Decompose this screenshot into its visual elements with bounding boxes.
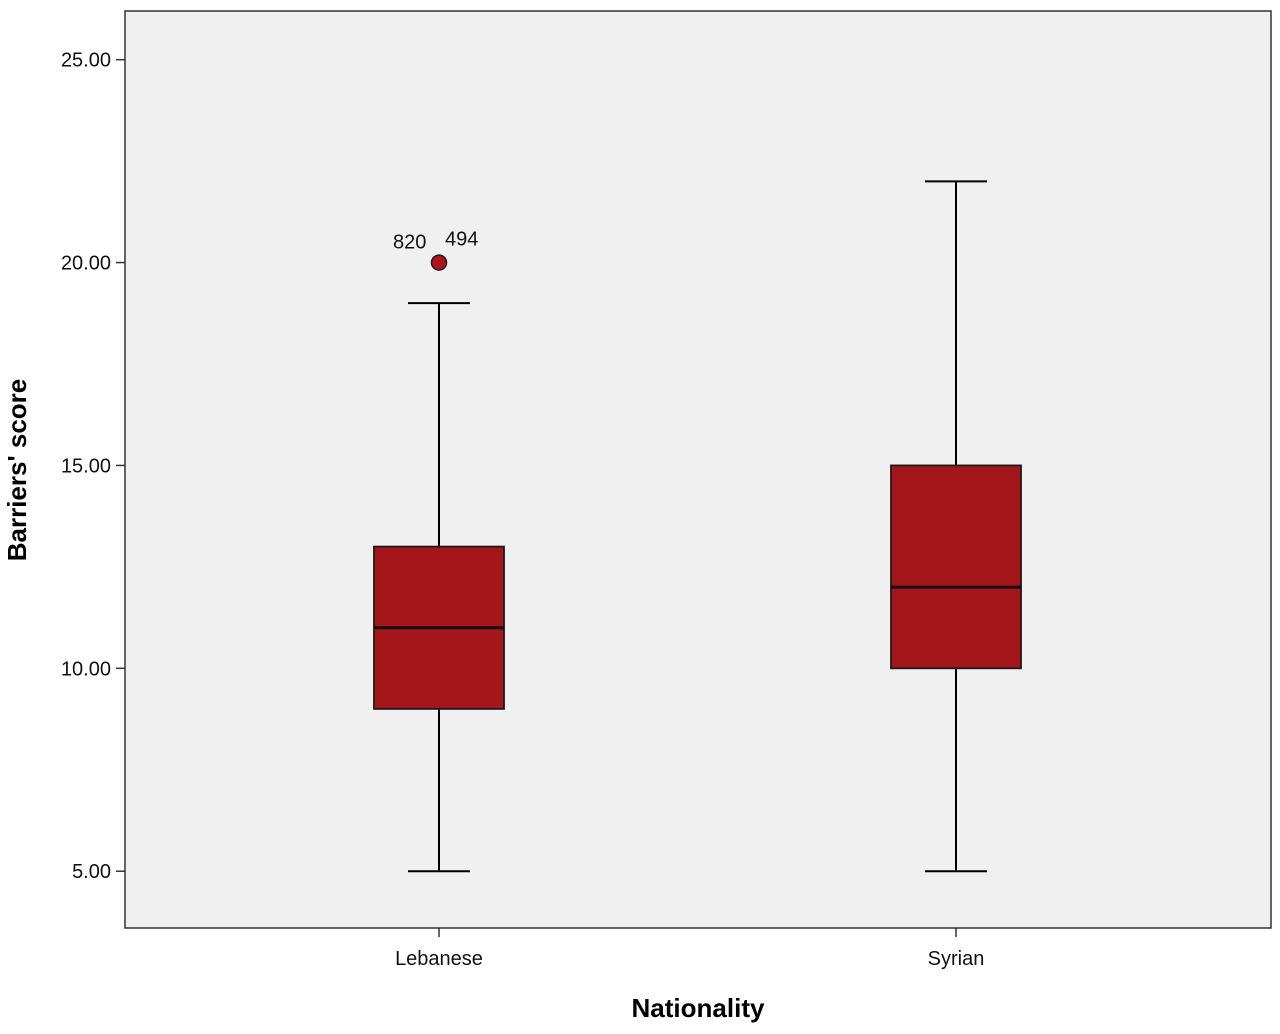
y-axis-title: Barriers' score bbox=[2, 379, 32, 562]
outlier-label: 820 bbox=[393, 232, 426, 254]
iqr-box bbox=[890, 464, 1022, 670]
y-tick-label: 25.00 bbox=[61, 50, 111, 72]
box-lebanese: 820 494 bbox=[373, 229, 505, 873]
y-tick-label: 5.00 bbox=[72, 861, 111, 883]
y-axis: 5.00 10.00 15.00 20.00 25.00 bbox=[61, 50, 125, 883]
x-axis: Lebanese Syrian bbox=[395, 928, 984, 970]
plot-area bbox=[124, 10, 1272, 929]
outlier-point bbox=[430, 254, 448, 271]
y-tick-label: 15.00 bbox=[61, 455, 111, 477]
x-tick-label: Syrian bbox=[928, 948, 985, 970]
boxes-group: 820 494 bbox=[373, 180, 1022, 873]
y-tick-label: 10.00 bbox=[61, 658, 111, 680]
y-tick-label: 20.00 bbox=[61, 253, 111, 275]
box-syrian bbox=[890, 180, 1022, 873]
x-tick-label: Lebanese bbox=[395, 948, 483, 970]
x-axis-title: Nationality bbox=[632, 993, 765, 1023]
outlier-label: 494 bbox=[445, 229, 478, 251]
